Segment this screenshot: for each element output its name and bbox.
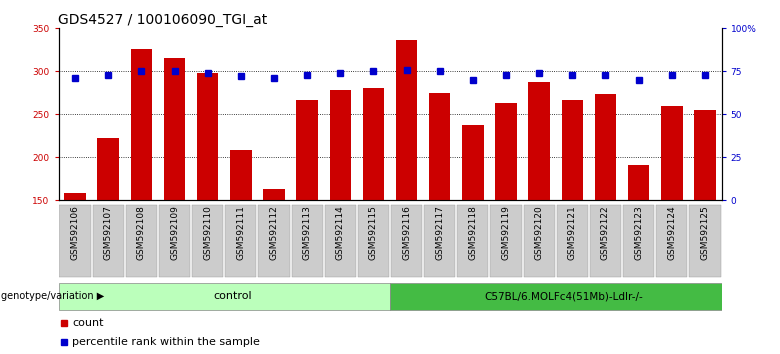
Text: GSM592112: GSM592112 <box>269 205 278 259</box>
Bar <box>623 205 654 276</box>
Bar <box>292 205 323 276</box>
Bar <box>192 205 223 276</box>
Bar <box>690 205 721 276</box>
Text: GSM592123: GSM592123 <box>634 205 644 259</box>
Bar <box>126 205 157 276</box>
Text: C57BL/6.MOLFc4(51Mb)-Ldlr-/-: C57BL/6.MOLFc4(51Mb)-Ldlr-/- <box>484 291 644 302</box>
Bar <box>164 58 186 200</box>
Bar <box>429 93 451 200</box>
Bar <box>225 205 257 276</box>
Text: GSM592118: GSM592118 <box>468 205 477 260</box>
Text: GSM592120: GSM592120 <box>534 205 544 259</box>
Text: GSM592124: GSM592124 <box>667 205 676 259</box>
Bar <box>329 90 351 200</box>
Bar <box>628 165 650 200</box>
Bar <box>424 205 456 276</box>
Text: GSM592107: GSM592107 <box>104 205 113 260</box>
Bar <box>130 49 152 200</box>
Bar <box>391 205 422 276</box>
Text: GSM592108: GSM592108 <box>136 205 146 260</box>
Text: GSM592113: GSM592113 <box>303 205 312 260</box>
Bar <box>462 125 484 200</box>
Bar <box>358 205 389 276</box>
Text: GSM592125: GSM592125 <box>700 205 710 259</box>
Bar <box>197 73 218 200</box>
Text: GDS4527 / 100106090_TGI_at: GDS4527 / 100106090_TGI_at <box>58 13 268 27</box>
Bar <box>590 205 621 276</box>
Text: GSM592111: GSM592111 <box>236 205 246 260</box>
Text: genotype/variation ▶: genotype/variation ▶ <box>1 291 104 302</box>
Bar <box>258 205 289 276</box>
Bar <box>98 138 119 200</box>
Text: GSM592122: GSM592122 <box>601 205 610 259</box>
Bar <box>557 205 588 276</box>
Bar <box>324 205 356 276</box>
Bar <box>661 105 682 200</box>
Bar <box>495 103 517 200</box>
Bar <box>457 205 488 276</box>
Text: control: control <box>213 291 252 302</box>
Bar <box>230 150 252 200</box>
Bar <box>93 205 124 276</box>
Text: percentile rank within the sample: percentile rank within the sample <box>73 337 260 347</box>
Bar <box>263 189 285 200</box>
Bar <box>58 283 390 310</box>
Bar <box>395 40 417 200</box>
Bar <box>363 88 385 200</box>
Text: GSM592106: GSM592106 <box>70 205 80 260</box>
Bar <box>491 205 522 276</box>
Bar <box>390 283 738 310</box>
Text: GSM592114: GSM592114 <box>335 205 345 259</box>
Bar <box>528 82 550 200</box>
Bar <box>523 205 555 276</box>
Text: GSM592117: GSM592117 <box>435 205 445 260</box>
Bar <box>594 93 616 200</box>
Text: GSM592116: GSM592116 <box>402 205 411 260</box>
Text: GSM592115: GSM592115 <box>369 205 378 260</box>
Bar <box>159 205 190 276</box>
Text: GSM592109: GSM592109 <box>170 205 179 260</box>
Bar <box>296 101 318 200</box>
Bar <box>64 193 86 200</box>
Text: GSM592110: GSM592110 <box>203 205 212 260</box>
Text: GSM592121: GSM592121 <box>568 205 577 259</box>
Text: GSM592119: GSM592119 <box>502 205 511 260</box>
Bar <box>562 99 583 200</box>
Text: count: count <box>73 318 104 329</box>
Bar <box>656 205 687 276</box>
Bar <box>59 205 90 276</box>
Bar <box>694 110 716 200</box>
